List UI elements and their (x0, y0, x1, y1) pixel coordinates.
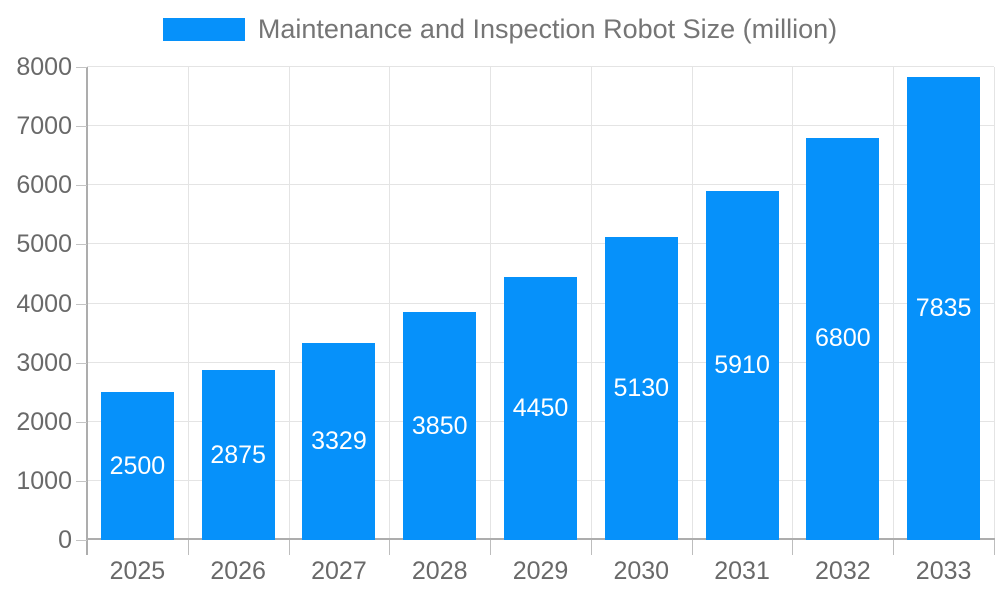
bar[interactable]: 4450 (504, 276, 577, 540)
y-axis-tick-label: 8000 (16, 53, 72, 81)
y-axis-tick-label: 7000 (16, 112, 72, 141)
y-axis-tick-label: 0 (58, 526, 72, 554)
bar-value-label: 2500 (109, 451, 166, 480)
bar-value-label: 2875 (210, 440, 266, 469)
y-axis-tick (76, 126, 87, 128)
v-gridline (187, 67, 189, 540)
x-axis-tick (792, 540, 794, 555)
x-axis-tick-label: 2029 (512, 557, 569, 585)
bar-value-label: 3850 (411, 411, 468, 440)
bar-value-label: 5130 (613, 373, 670, 402)
h-gridline (87, 243, 994, 245)
bar[interactable]: 2500 (100, 392, 174, 540)
v-gridline (792, 67, 794, 540)
x-axis-tick-label: 2027 (311, 557, 367, 585)
bar[interactable]: 3329 (302, 343, 376, 540)
x-axis-tick-label: 2028 (411, 557, 468, 585)
bar[interactable]: 3850 (403, 312, 477, 540)
bar-value-label: 6800 (815, 324, 871, 353)
x-axis-tick (691, 540, 693, 555)
bar-value-label: 4450 (512, 393, 569, 422)
legend: Maintenance and Inspection Robot Size (m… (0, 14, 1000, 45)
bar-value-label: 5910 (714, 350, 770, 379)
v-gridline (691, 67, 693, 540)
y-axis-tick (76, 303, 87, 305)
x-axis-tick (389, 540, 391, 555)
y-axis-tick (76, 421, 87, 423)
v-gridline (590, 67, 592, 540)
x-axis-tick (187, 540, 189, 555)
bar[interactable]: 5130 (604, 236, 678, 540)
x-axis-tick (994, 540, 995, 555)
x-axis-tick (590, 540, 592, 555)
x-axis-tick-label: 2026 (210, 557, 266, 585)
v-gridline (893, 67, 895, 540)
bar-value-label: 7835 (915, 293, 972, 322)
y-axis-tick-label: 4000 (16, 289, 72, 318)
y-axis-tick-label: 2000 (16, 407, 72, 436)
h-gridline (87, 66, 994, 67)
y-axis-tick (76, 480, 87, 482)
legend-label: Maintenance and Inspection Robot Size (m… (257, 14, 838, 44)
y-axis-tick (76, 362, 87, 364)
v-gridline (288, 67, 290, 540)
y-axis-tick-label: 3000 (16, 348, 72, 377)
x-axis-tick-label: 2033 (915, 557, 972, 585)
v-gridline (490, 67, 492, 540)
v-gridline (994, 67, 995, 540)
legend-item[interactable]: Maintenance and Inspection Robot Size (m… (162, 14, 838, 45)
bar[interactable]: 2875 (201, 370, 275, 540)
y-axis-tick (76, 67, 87, 68)
x-axis-tick-label: 2031 (714, 557, 770, 585)
x-axis-tick-label: 2032 (815, 557, 871, 585)
v-gridline (389, 67, 391, 540)
x-axis-tick (490, 540, 492, 555)
y-axis-tick-label: 1000 (16, 466, 72, 495)
y-axis-tick-label: 6000 (16, 171, 72, 200)
h-gridline (87, 184, 994, 186)
plot-area: 2500 2875 3329 3850 4450 5130 5910 6800 7835 (86, 66, 995, 555)
bar-value-label: 3329 (311, 427, 367, 456)
x-axis-tick-label: 2030 (613, 557, 670, 585)
y-axis-tick-label: 5000 (16, 230, 72, 259)
bar[interactable]: 6800 (806, 137, 880, 540)
x-axis-tick-label: 2025 (109, 557, 166, 585)
bar[interactable]: 5910 (705, 190, 779, 540)
x-axis-tick (288, 540, 290, 555)
legend-swatch-icon (162, 18, 245, 41)
x-axis-tick (893, 540, 895, 555)
y-axis-line (86, 67, 88, 555)
y-axis-tick (76, 185, 87, 187)
y-axis-tick (76, 540, 87, 541)
y-axis-tick (76, 244, 87, 246)
bar[interactable]: 7835 (907, 76, 981, 540)
h-gridline (87, 125, 994, 127)
